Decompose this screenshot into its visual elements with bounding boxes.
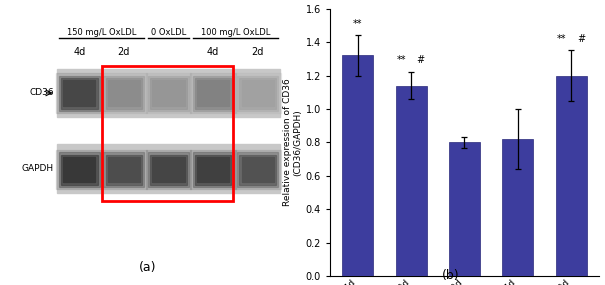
Bar bbox=[190, 74, 236, 113]
Text: 4d: 4d bbox=[207, 47, 219, 57]
Text: 0 OxLDL: 0 OxLDL bbox=[151, 28, 186, 37]
Bar bbox=[148, 76, 189, 111]
Text: 150 mg/L OxLDL: 150 mg/L OxLDL bbox=[67, 28, 136, 37]
Bar bbox=[148, 152, 189, 187]
Bar bbox=[57, 69, 280, 117]
Bar bbox=[152, 157, 185, 182]
Bar bbox=[108, 157, 140, 182]
Bar bbox=[241, 157, 274, 182]
Bar bbox=[57, 144, 280, 194]
Bar bbox=[105, 154, 142, 185]
Bar bbox=[101, 74, 146, 113]
Bar bbox=[237, 76, 278, 111]
Bar bbox=[190, 150, 236, 189]
Bar bbox=[146, 74, 191, 113]
Text: (a): (a) bbox=[139, 261, 156, 274]
Bar bbox=[146, 150, 191, 189]
Text: #: # bbox=[417, 56, 425, 66]
Bar bbox=[150, 78, 187, 109]
Bar bbox=[192, 76, 234, 111]
Bar bbox=[197, 157, 229, 182]
Bar bbox=[102, 66, 232, 201]
Bar bbox=[152, 80, 185, 106]
Bar bbox=[59, 152, 100, 187]
Bar bbox=[502, 139, 534, 276]
Bar bbox=[101, 150, 146, 189]
Bar bbox=[61, 78, 97, 109]
Bar bbox=[103, 152, 145, 187]
Bar bbox=[105, 78, 142, 109]
Bar bbox=[237, 152, 278, 187]
Text: **: ** bbox=[557, 34, 566, 44]
Bar bbox=[56, 74, 102, 113]
Text: #: # bbox=[577, 34, 585, 44]
Bar bbox=[396, 86, 427, 276]
Bar bbox=[241, 80, 274, 106]
Bar bbox=[56, 150, 102, 189]
Bar bbox=[150, 154, 187, 185]
Bar bbox=[235, 150, 281, 189]
Text: 100 mg/L OxLDL: 100 mg/L OxLDL bbox=[201, 28, 270, 37]
Bar bbox=[195, 154, 232, 185]
Bar bbox=[449, 142, 480, 276]
Text: 2d: 2d bbox=[252, 47, 264, 57]
Bar bbox=[192, 152, 234, 187]
Text: 2d: 2d bbox=[117, 47, 130, 57]
Text: **: ** bbox=[397, 56, 406, 66]
Bar bbox=[240, 154, 276, 185]
Bar bbox=[235, 74, 281, 113]
Bar bbox=[240, 78, 276, 109]
Y-axis label: Relative expression of CD36
(CD36/GAPDH): Relative expression of CD36 (CD36/GAPDH) bbox=[283, 79, 302, 206]
Bar bbox=[197, 80, 229, 106]
Bar bbox=[556, 76, 587, 276]
Text: **: ** bbox=[353, 19, 362, 29]
Bar bbox=[195, 78, 232, 109]
Bar bbox=[342, 55, 373, 276]
Bar bbox=[103, 76, 145, 111]
Bar bbox=[108, 80, 140, 106]
Text: 4d: 4d bbox=[73, 47, 85, 57]
Bar bbox=[63, 157, 95, 182]
Text: GAPDH: GAPDH bbox=[22, 164, 54, 173]
Text: CD36: CD36 bbox=[30, 88, 54, 97]
Bar bbox=[59, 76, 100, 111]
Bar bbox=[61, 154, 97, 185]
Text: (b): (b) bbox=[442, 269, 460, 282]
Bar bbox=[63, 80, 95, 106]
